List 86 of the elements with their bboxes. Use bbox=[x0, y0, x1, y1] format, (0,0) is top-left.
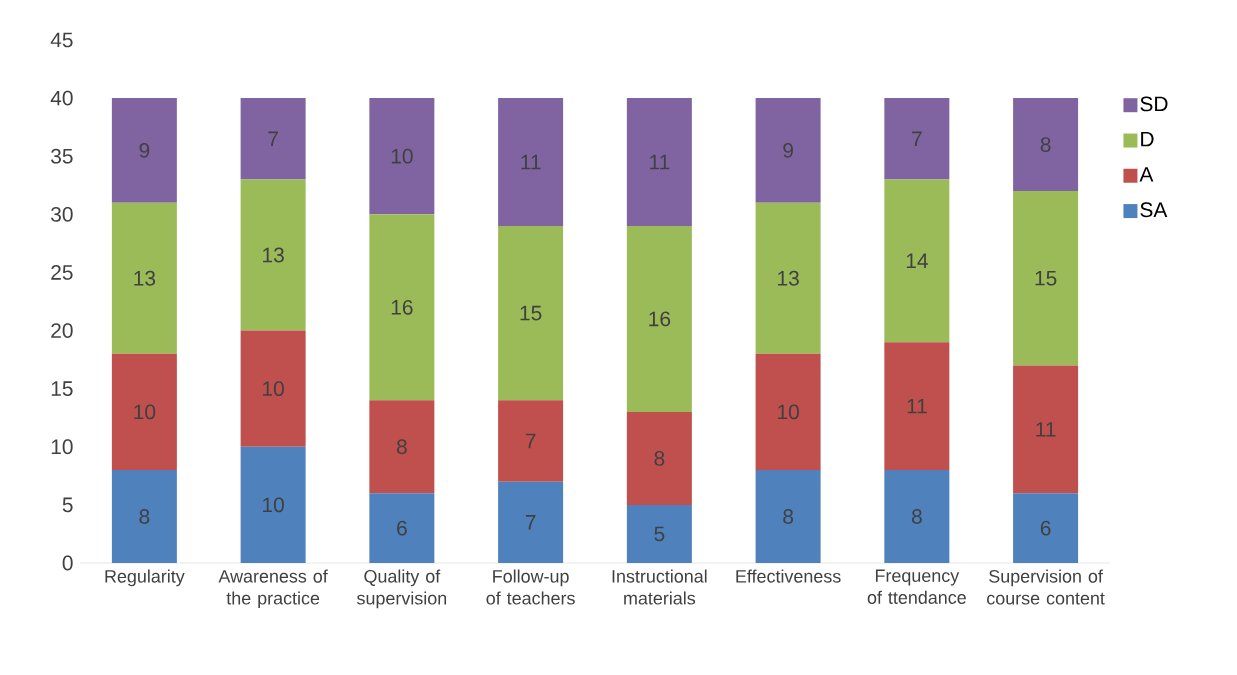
bar bbox=[1013, 365, 1079, 494]
bar bbox=[755, 202, 821, 354]
data-label: 8 bbox=[1040, 137, 1051, 152]
x-tick-label: Supervision of course content bbox=[987, 569, 1105, 605]
bar bbox=[884, 179, 950, 343]
bar bbox=[755, 98, 821, 203]
bar bbox=[369, 214, 435, 401]
x-tick-label: Effectiveness bbox=[736, 569, 841, 583]
x-tick-label: Instructional materials bbox=[612, 569, 707, 605]
bar bbox=[884, 342, 950, 471]
x-tick-label: Follow-up of teachers bbox=[486, 569, 575, 605]
data-label: 9 bbox=[139, 143, 150, 158]
y-tick-label: 45 bbox=[50, 32, 73, 48]
bar bbox=[498, 400, 564, 482]
bar bbox=[111, 98, 177, 203]
y-tick-label: 40 bbox=[50, 90, 73, 106]
bar bbox=[111, 202, 177, 354]
bar bbox=[884, 98, 950, 180]
data-label: 6 bbox=[397, 520, 407, 536]
y-tick-label: 5 bbox=[62, 497, 73, 513]
bar bbox=[240, 330, 306, 447]
bar bbox=[1013, 98, 1079, 192]
bar bbox=[1013, 493, 1079, 563]
y-tick-label: 35 bbox=[51, 148, 73, 164]
data-label: 10 bbox=[134, 404, 156, 420]
bar bbox=[1013, 191, 1079, 366]
data-label: 15 bbox=[1035, 270, 1057, 286]
bar bbox=[240, 179, 306, 331]
bar bbox=[498, 98, 564, 226]
data-label: 11 bbox=[907, 398, 927, 414]
data-label: 7 bbox=[525, 515, 536, 530]
data-label: 10 bbox=[391, 148, 413, 164]
legend-label: SD bbox=[1140, 96, 1168, 112]
legend-label: D bbox=[1141, 131, 1154, 147]
bar bbox=[369, 400, 435, 494]
data-label: 13 bbox=[134, 270, 156, 286]
data-label: 13 bbox=[263, 247, 284, 263]
data-label: 7 bbox=[268, 131, 278, 146]
y-tick-label: 0 bbox=[62, 555, 73, 571]
y-tick-label: 25 bbox=[51, 265, 73, 280]
data-label: 16 bbox=[391, 299, 413, 315]
bar bbox=[369, 98, 435, 215]
bar bbox=[755, 470, 821, 563]
y-tick-label: 10 bbox=[51, 439, 73, 455]
x-tick-label: Regularity bbox=[105, 569, 185, 587]
data-label: 10 bbox=[263, 381, 284, 397]
bar bbox=[240, 446, 306, 563]
bar bbox=[369, 493, 435, 563]
x-tick-label: Awareness of the practice bbox=[218, 569, 328, 609]
x-tick-label: Frequency of ttendance bbox=[867, 569, 966, 604]
data-label: 10 bbox=[263, 497, 284, 513]
data-label: 10 bbox=[778, 404, 799, 420]
y-tick-label: 30 bbox=[51, 206, 73, 222]
bar bbox=[626, 504, 692, 563]
bar bbox=[626, 411, 692, 505]
y-tick-label: 15 bbox=[51, 381, 73, 396]
bar bbox=[240, 98, 306, 180]
data-label: 8 bbox=[911, 509, 922, 524]
data-label: 11 bbox=[521, 154, 541, 170]
data-label: 8 bbox=[139, 509, 150, 524]
y-tick-label: 20 bbox=[51, 323, 73, 338]
bar bbox=[626, 98, 692, 226]
x-tick-label: Quality of supervision bbox=[357, 569, 447, 609]
bar bbox=[626, 225, 692, 412]
bar bbox=[498, 481, 564, 563]
data-label: 6 bbox=[1040, 520, 1051, 536]
bar bbox=[111, 353, 177, 471]
data-label: 8 bbox=[783, 509, 794, 524]
data-label: 15 bbox=[520, 305, 542, 321]
bar bbox=[111, 470, 177, 563]
data-label: 7 bbox=[525, 433, 536, 449]
data-label: 11 bbox=[1036, 422, 1056, 437]
data-label: 8 bbox=[654, 450, 665, 466]
legend-label: A bbox=[1139, 167, 1154, 182]
legend-label: SA bbox=[1140, 202, 1168, 218]
data-label: 13 bbox=[778, 270, 799, 286]
data-label: 9 bbox=[783, 143, 793, 158]
data-label: 14 bbox=[906, 253, 928, 269]
data-label: 7 bbox=[912, 131, 922, 146]
data-label: 16 bbox=[649, 311, 671, 327]
data-label: 11 bbox=[650, 154, 670, 170]
bar bbox=[498, 225, 564, 401]
bar bbox=[755, 353, 821, 471]
data-label: 8 bbox=[396, 439, 407, 455]
data-label: 5 bbox=[654, 526, 665, 542]
bar bbox=[884, 470, 950, 563]
